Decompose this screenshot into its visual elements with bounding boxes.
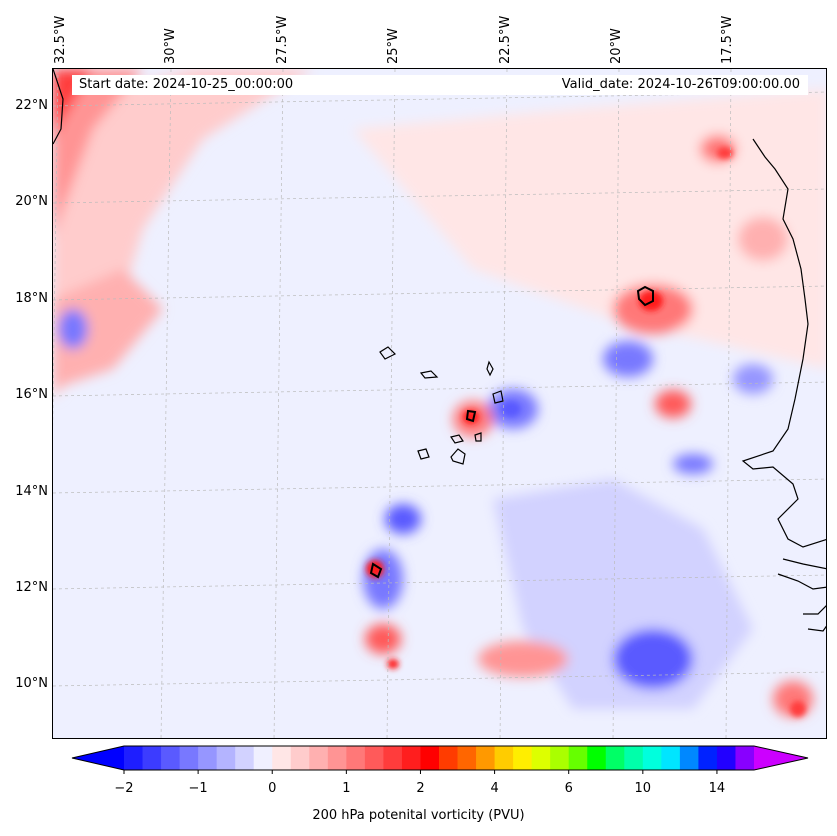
- cape-verde-island-4: [492, 390, 504, 404]
- colorbar-swatch: [624, 746, 644, 770]
- cape-verde-island-3: [486, 360, 494, 377]
- colorbar: [71, 745, 809, 774]
- cape-verde-island-6: [417, 448, 430, 460]
- positive-pv-sw: [53, 269, 163, 389]
- longitude-label: 25°W: [386, 28, 401, 64]
- longitude-label: 22.5°W: [498, 15, 513, 64]
- longitude-label: 32.5°W: [53, 15, 68, 64]
- cape-verde-island-5: [450, 434, 464, 444]
- africa-coastline: [741, 138, 826, 548]
- colorbar-swatch: [161, 746, 181, 770]
- cape-verde-island-9: [465, 409, 477, 423]
- latitude-label: 14°N: [15, 484, 48, 499]
- latitude-label: 16°N: [15, 387, 48, 402]
- date-info-bar: Start date: 2024-10-25_00:00:00 Valid_da…: [72, 75, 808, 95]
- colorbar-swatch: [513, 746, 533, 770]
- colorbar-swatch: [235, 746, 255, 770]
- cape-verde-island-7: [450, 448, 466, 465]
- map-panel: [52, 68, 827, 739]
- vorticity-map: [53, 69, 826, 738]
- colorbar-swatch: [605, 746, 625, 770]
- colorbar-swatch: [679, 746, 699, 770]
- colorbar-swatch: [142, 746, 162, 770]
- colorbar-swatch: [735, 746, 755, 770]
- longitude-label: 30°W: [163, 28, 178, 64]
- colorbar-swatch: [494, 746, 514, 770]
- colorbar-swatch: [272, 746, 292, 770]
- colorbar-swatch: [309, 746, 329, 770]
- longitude-label: 17.5°W: [720, 15, 735, 64]
- colorbar-swatch: [716, 746, 736, 770]
- colorbar-swatch: [124, 746, 144, 770]
- vorticity-field: [53, 69, 826, 717]
- colorbar-tick-label: 14: [708, 781, 726, 796]
- colorbar-swatch: [568, 746, 588, 770]
- latitude-label: 20°N: [15, 194, 48, 209]
- colorbar-tick-label: 4: [490, 781, 499, 796]
- latitude-label: 22°N: [15, 98, 48, 113]
- colorbar-tick-label: 1: [342, 781, 351, 796]
- colorbar-tick-label: −2: [114, 781, 134, 796]
- colorbar-swatch: [531, 746, 551, 770]
- colorbar-label: 200 hPa potenital vorticity (PVU): [312, 808, 525, 823]
- colorbar-swatch: [642, 746, 662, 770]
- latitude-label: 18°N: [15, 291, 48, 306]
- colorbar-swatch: [364, 746, 384, 770]
- colorbar-swatch: [698, 746, 718, 770]
- cape-verde-island-2: [419, 370, 439, 379]
- colorbar-swatch: [253, 746, 273, 770]
- colorbar-swatch: [550, 746, 570, 770]
- colorbar-swatch: [198, 746, 218, 770]
- colorbar-swatch: [383, 746, 403, 770]
- latitude-label: 12°N: [15, 580, 48, 595]
- colorbar-over-arrow: [754, 746, 808, 770]
- longitude-label: 27.5°W: [275, 15, 290, 64]
- colorbar-swatch: [401, 746, 421, 770]
- gridlines: [53, 69, 826, 738]
- colorbar-tick-label: 2: [416, 781, 425, 796]
- colorbar-swatch: [587, 746, 607, 770]
- valid-date-label: Valid_date: 2024-10-26T09:00:00.00: [561, 77, 800, 92]
- coast-spot: [369, 562, 383, 579]
- colorbar-tick-label: 0: [268, 781, 277, 796]
- positive-pv-band: [53, 69, 313, 399]
- colorbar-swatch: [327, 746, 347, 770]
- positive-pv-strip: [53, 69, 93, 139]
- start-date-label: Start date: 2024-10-25_00:00:00: [79, 77, 294, 92]
- colorbar-swatch: [457, 746, 477, 770]
- positive-pv-core: [53, 69, 143, 239]
- colorbar-swatch: [346, 746, 366, 770]
- cape-verde-island-1: [379, 346, 397, 360]
- colorbar-tick-label: −1: [188, 781, 208, 796]
- colorbar-swatch: [661, 746, 681, 770]
- colorbar-under-arrow: [72, 746, 124, 770]
- colorbar-tick-label: 10: [634, 781, 652, 796]
- latitude-label: 10°N: [15, 676, 48, 691]
- colorbar-swatch: [439, 746, 459, 770]
- negative-pv-blob: [613, 629, 693, 689]
- colorbar-swatch: [290, 746, 310, 770]
- longitude-label: 20°W: [609, 28, 624, 64]
- cape-verde-island-8: [474, 432, 482, 442]
- colorbar-tick-label: 6: [564, 781, 573, 796]
- colorbar-swatch: [476, 746, 496, 770]
- cape-verde-island-10: [636, 285, 654, 307]
- colorbar-swatch: [420, 746, 440, 770]
- coastlines: [53, 69, 826, 632]
- colorbar-swatch: [216, 746, 236, 770]
- colorbar-swatch: [179, 746, 199, 770]
